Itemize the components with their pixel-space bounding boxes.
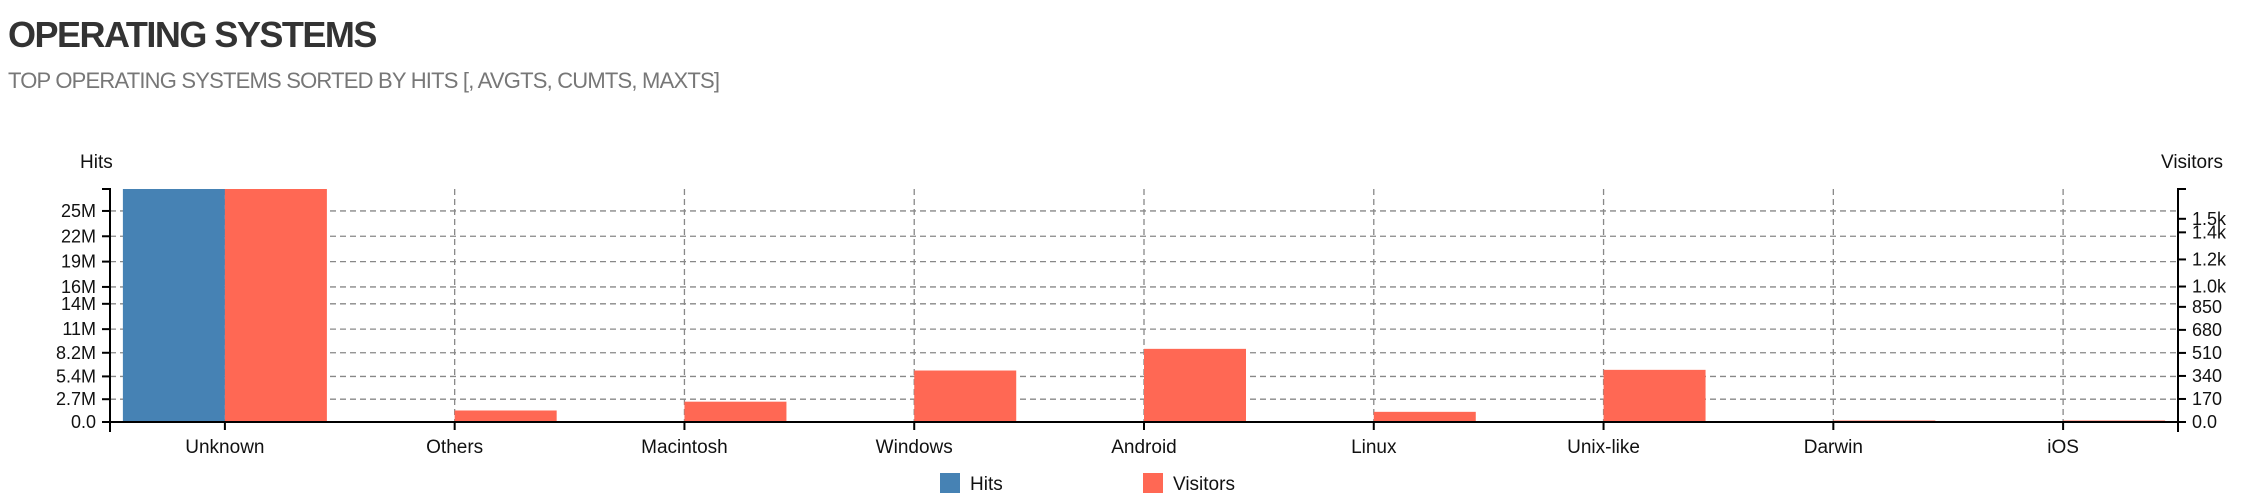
bar-visitors-android[interactable]	[1144, 348, 1246, 422]
legend-swatch-visitors	[1143, 473, 1163, 493]
legend-swatch-hits	[940, 473, 960, 493]
legend-label-visitors: Visitors	[1173, 474, 1235, 495]
y-left-tick-label-7: 19M	[61, 252, 96, 272]
y-axis-left-label: Hits	[80, 152, 113, 173]
y-left-tick-label-1: 2.7M	[56, 389, 96, 409]
y-axis-right-label: Visitors	[2161, 152, 2223, 173]
grid-lines	[110, 189, 2178, 422]
x-tick-label-unknown: Unknown	[185, 437, 264, 458]
y-right-tick-label-5: 850	[2192, 297, 2222, 317]
y-left-tick-label-3: 8.2M	[56, 343, 96, 363]
bar-visitors-macintosh[interactable]	[684, 401, 787, 422]
y-right-tick-label-6: 1.0k	[2192, 277, 2227, 297]
legend-label-hits: Hits	[970, 474, 1003, 495]
x-tick-label-windows: Windows	[876, 437, 953, 458]
bars[interactable]	[122, 189, 2166, 422]
y-right-tick-label-7: 1.2k	[2192, 249, 2227, 269]
bar-visitors-linux[interactable]	[1373, 411, 1476, 422]
legend-item-visitors[interactable]: Visitors	[1143, 473, 1235, 495]
page-title: OPERATING SYSTEMS	[8, 14, 377, 55]
y-left-tick-label-9: 25M	[61, 201, 96, 221]
bar-visitors-windows[interactable]	[914, 370, 1017, 422]
y-right-tick-label-1: 170	[2192, 389, 2222, 409]
y-right-tick-label-3: 510	[2192, 343, 2222, 363]
bar-visitors-unix-like[interactable]	[1603, 369, 1706, 422]
x-tick-label-others: Others	[426, 437, 483, 458]
y-left-tick-label-5: 14M	[61, 294, 96, 314]
y-left-tick-label-8: 22M	[61, 226, 96, 246]
legend-item-hits[interactable]: Hits	[940, 473, 1003, 495]
y-right-tick-label-0: 0.0	[2192, 412, 2217, 432]
bar-hits-unknown[interactable]	[122, 189, 225, 422]
legend: Hits Visitors	[940, 473, 1235, 495]
x-tick-label-unix-like: Unix-like	[1567, 437, 1640, 458]
y-left-tick-label-6: 16M	[61, 277, 96, 297]
y-left-tick-label-4: 11M	[62, 319, 96, 339]
y-left-tick-label-0: 0.0	[71, 412, 96, 432]
y-right-tick-label-9: 1.5k	[2192, 209, 2227, 229]
y-left-tick-label-2: 5.4M	[56, 366, 96, 386]
x-tick-label-darwin: Darwin	[1804, 437, 1863, 458]
x-tick-label-ios: iOS	[2047, 437, 2079, 458]
y-right-tick-label-4: 680	[2192, 320, 2222, 340]
y-right-tick-label-2: 340	[2192, 366, 2222, 386]
bar-visitors-others[interactable]	[454, 410, 557, 422]
page-subtitle: TOP OPERATING SYSTEMS SORTED BY HITS [, …	[8, 68, 720, 93]
y-right-tick-label-8: 1.4k	[2192, 222, 2227, 242]
x-tick-label-macintosh: Macintosh	[641, 437, 728, 458]
x-tick-label-android: Android	[1111, 437, 1177, 458]
bar-visitors-unknown[interactable]	[224, 189, 327, 422]
x-tick-label-linux: Linux	[1351, 437, 1397, 458]
